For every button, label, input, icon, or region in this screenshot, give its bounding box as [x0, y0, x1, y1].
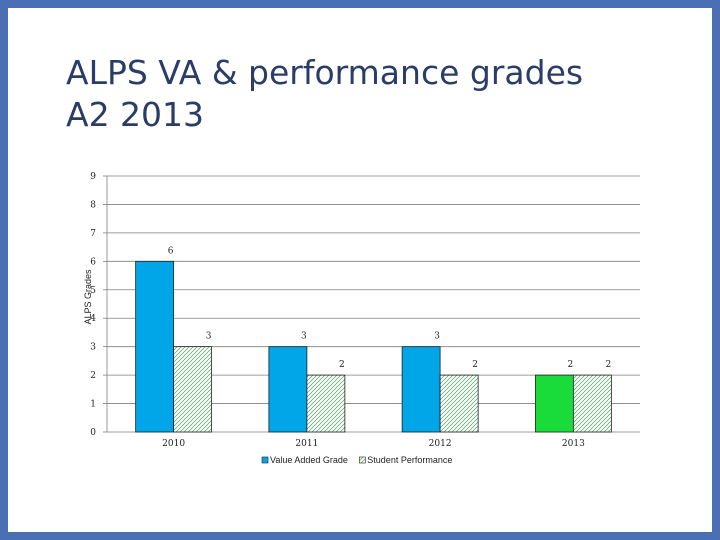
data-labels: 6 3 3 2 3 2 2 2: [168, 246, 611, 370]
y-tick-label-2: 2: [90, 371, 96, 381]
slide-title-line-2: A2 2013: [66, 95, 205, 134]
y-tick-label-7: 7: [90, 229, 96, 239]
x-tick-label-2013: 2013: [562, 439, 585, 449]
legend-swatch-value-added: [261, 456, 269, 464]
data-label-student-performance-2010: 3: [206, 332, 212, 342]
bar-student-performance-2013: [572, 374, 612, 433]
bar-value-added-2012: [401, 346, 441, 433]
y-tick-label-3: 3: [90, 343, 96, 353]
data-label-student-performance-2012: 2: [472, 360, 478, 370]
y-tick-label-8: 8: [90, 200, 96, 210]
x-tick-label-2011: 2011: [295, 439, 318, 449]
slide-title: ALPS VA & performance grades A2 2013: [66, 52, 666, 136]
data-label-student-performance-2013: 2: [606, 360, 612, 370]
data-label-value-added-2011: 3: [301, 332, 307, 342]
bar-value-added-2010: [135, 260, 175, 433]
bar-value-added-2013: [534, 374, 574, 433]
y-axis-label: ALPS Grades: [83, 269, 93, 325]
y-tick-label-9: 9: [90, 172, 96, 182]
legend-label-student-performance: Student Performance: [367, 455, 452, 465]
slide-title-line-1: ALPS VA & performance grades: [66, 53, 584, 92]
data-label-value-added-2013: 2: [568, 360, 574, 370]
bar-value-added-2011: [268, 346, 308, 433]
legend: Value Added Grade Student Performance: [261, 455, 452, 465]
y-tick-label-1: 1: [90, 400, 96, 410]
y-tick-label-6: 6: [90, 257, 96, 267]
slide-background: [8, 8, 712, 532]
axis-ticks: 0 1 2 3 4 5 6 7 8 9 2010 2011 2012 2013: [90, 172, 585, 449]
x-tick-label-2010: 2010: [162, 439, 185, 449]
y-tick-label-0: 0: [90, 428, 96, 438]
data-label-value-added-2010: 6: [168, 246, 174, 256]
bar-student-performance-2010: [173, 346, 213, 433]
bar-student-performance-2012: [439, 374, 479, 433]
x-tick-label-2012: 2012: [429, 439, 452, 449]
y-tick-label-5: 5: [90, 286, 96, 296]
bar-student-performance-2011: [306, 374, 346, 433]
data-label-value-added-2012: 3: [434, 332, 440, 342]
bars: [135, 260, 612, 433]
data-label-student-performance-2011: 2: [339, 360, 345, 370]
legend-swatch-student-performance: [358, 456, 366, 464]
y-tick-label-4: 4: [90, 314, 96, 324]
legend-label-value-added: Value Added Grade: [270, 455, 348, 465]
